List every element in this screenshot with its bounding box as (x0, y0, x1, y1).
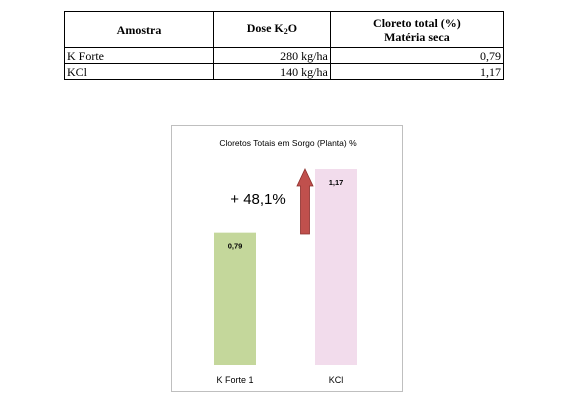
x-tick-label: K Forte 1 (216, 375, 253, 385)
header-dose-subscript: 2 (283, 26, 288, 36)
cell-sample: K Forte (63, 47, 215, 64)
increase-annotation: + 48,1% (230, 191, 285, 208)
chloride-bar-chart: Cloretos Totais em Sorgo (Planta) % 0,79… (171, 125, 403, 392)
cell-chloride: 0,79 (329, 47, 505, 64)
increase-arrow-layer (296, 168, 314, 235)
header-dose: Dose K2O (213, 11, 331, 48)
header-dose-suffix: O (287, 20, 298, 35)
bar-value-label: 1,17 (329, 178, 344, 187)
increase-arrow-icon (296, 168, 314, 235)
chart-canvas: Cloretos Totais em Sorgo (Planta) % 0,79… (214, 138, 357, 385)
cell-dose: 280 kg/ha (213, 47, 331, 64)
cell-chloride: 1,17 (329, 63, 505, 80)
table-header-row: Amostra Dose K2O Cloreto total (%) Matéri… (63, 11, 505, 48)
table-row: KCl 140 kg/ha 1,17 (63, 63, 505, 80)
header-chloride-line1: Cloreto total (%) (373, 15, 461, 30)
cell-sample: KCl (63, 63, 215, 80)
chloride-table: Amostra Dose K2O Cloreto total (%) Matéri… (63, 11, 505, 80)
table-row: K Forte 280 kg/ha 0,79 (63, 47, 505, 64)
bar-0 (214, 232, 256, 365)
x-tick-label: KCl (329, 375, 344, 385)
bar-1 (315, 169, 357, 365)
chart-title: Cloretos Totais em Sorgo (Planta) % (219, 138, 357, 148)
cell-dose: 140 kg/ha (213, 63, 331, 80)
header-sample: Amostra (63, 11, 215, 48)
header-dose-prefix: Dose K (246, 20, 284, 35)
bars-layer: 0,79 K Forte 1 1,17 KCl (214, 169, 357, 385)
bar-value-label: 0,79 (228, 242, 243, 251)
header-chloride-line2: Matéria seca (384, 29, 450, 44)
header-chloride: Cloreto total (%) Matéria seca (329, 11, 505, 48)
